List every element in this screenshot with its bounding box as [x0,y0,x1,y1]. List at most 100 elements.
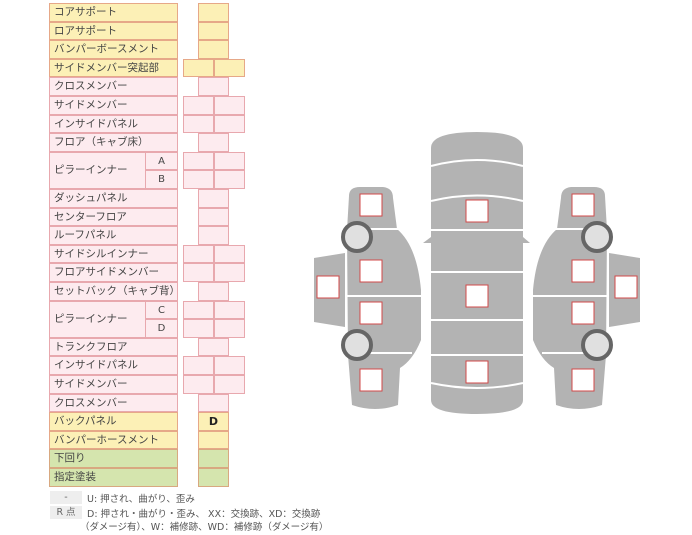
damage-cell[interactable] [198,133,229,152]
legend-text: D: 押され・曲がり・歪み、 XX：交換跡、XD：交換跡 [87,509,321,520]
table-row: フロアサイドメンバー [49,263,249,282]
damage-marker[interactable] [465,360,489,384]
damage-marker[interactable] [316,275,340,299]
row-label: サイドメンバー突起部 [49,58,178,78]
row-label: センターフロア [49,207,178,227]
table-row: ピラーインナー A B [49,151,249,189]
table-row: サイドメンバー [49,96,249,115]
row-label: 下回り [49,449,178,468]
damage-marker[interactable] [571,368,595,392]
damage-marker[interactable] [571,193,595,217]
damage-cell[interactable] [214,58,245,78]
table-row: サイドメンバー突起部 [49,58,249,78]
row-label: トランクフロア [49,337,178,357]
damage-cell[interactable] [214,170,245,189]
row-sub-label: A [145,151,178,171]
car-left-side [314,187,422,409]
damage-marker[interactable] [359,259,383,283]
damage-cell[interactable] [214,356,245,375]
damage-cell[interactable] [214,319,245,338]
table-row: クロスメンバー [49,393,249,413]
legend-text: U: 押され、曲がり、歪み [87,494,195,505]
row-label: バックパネル [49,412,178,431]
damage-cell[interactable] [214,114,245,134]
row-label: バンパーホースメント [49,430,178,450]
damage-cell[interactable] [183,151,214,171]
damage-cell[interactable] [198,337,229,357]
table-row: バンパーホースメント [49,430,249,450]
row-label: ルーフパネル [49,226,178,245]
damage-cell[interactable] [198,468,229,487]
damage-cell[interactable] [198,77,229,96]
damage-cell[interactable] [198,207,229,227]
table-row: バンパーボースメント [49,40,249,59]
row-label: フロア（キャブ床） [49,133,178,152]
legend-key: - [50,491,82,504]
damage-cell[interactable] [198,189,229,208]
damage-cell[interactable] [183,356,214,375]
damage-cell[interactable] [183,263,214,282]
damage-cell[interactable] [198,282,229,301]
table-row: ロアサポート [49,21,249,41]
damage-cell[interactable] [214,151,245,171]
damage-marker[interactable] [614,275,638,299]
damage-cell[interactable] [214,96,245,115]
damage-marker[interactable] [465,284,489,308]
row-sub-label: B [145,170,178,189]
damage-marker[interactable] [571,259,595,283]
damage-marker[interactable] [359,368,383,392]
table-row: ダッシュパネル [49,189,249,208]
damage-cell[interactable] [198,3,229,22]
table-row: 下回り [49,449,249,468]
damage-cell[interactable] [183,96,214,115]
damage-cell[interactable] [198,40,229,59]
row-label: サイドメンバー [49,375,178,394]
damage-marker[interactable] [571,301,595,325]
row-label: セットバック（キャブ背） [49,282,180,301]
damage-cell[interactable] [198,430,229,450]
row-label: サイドシルインナー [49,244,178,264]
row-label: インサイドパネル [49,114,178,134]
damage-marker[interactable] [359,193,383,217]
table-row: コアサポート [49,3,249,22]
left-body-panel [347,187,421,409]
row-label: クロスメンバー [49,393,178,413]
damage-cell[interactable] [183,114,214,134]
damage-cell[interactable] [183,375,214,394]
front-wheel-icon [341,221,373,253]
damage-cell[interactable] [183,170,214,189]
damage-cell[interactable] [183,319,214,338]
damage-cell[interactable] [214,375,245,394]
damage-cell[interactable] [183,58,214,78]
damage-cell[interactable] [198,393,229,413]
row-sub-label: C [145,300,178,320]
row-sub-label: D [145,319,178,338]
table-row: フロア（キャブ床） [49,133,249,152]
table-row: ルーフパネル [49,226,249,245]
damage-cell[interactable] [214,300,245,320]
damage-cell[interactable]: D [198,412,229,431]
table-row: センターフロア [49,207,249,227]
damage-cell[interactable] [214,244,245,264]
table-row: クロスメンバー [49,77,249,96]
damage-cell[interactable] [198,449,229,468]
table-row: 指定塗装 [49,468,249,487]
damage-cell[interactable] [214,263,245,282]
table-row: トランクフロア [49,337,249,357]
damage-cell[interactable] [183,244,214,264]
row-label: 指定塗装 [49,468,178,487]
row-label: ダッシュパネル [49,189,178,208]
table-row: インサイドパネル [49,356,249,375]
damage-cell[interactable] [198,21,229,41]
damage-cell[interactable] [198,226,229,245]
damage-cell[interactable] [183,300,214,320]
damage-marker[interactable] [465,199,489,223]
row-label: サイドメンバー [49,96,178,115]
damage-marker[interactable] [359,301,383,325]
table-row: サイドメンバー [49,375,249,394]
legend-key: R 点 [50,506,82,519]
car-top-view [423,132,530,414]
table-row: サイドシルインナー [49,244,249,264]
row-label: フロアサイドメンバー [49,263,178,282]
